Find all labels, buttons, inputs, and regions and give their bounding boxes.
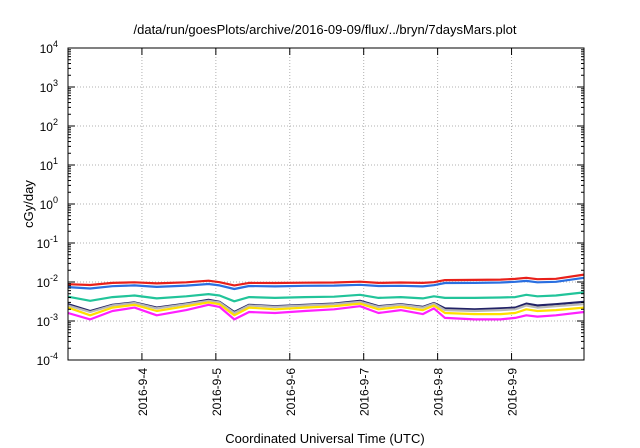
x-tick-label: 2016-9-6 — [284, 368, 298, 416]
y-axis-label: cGy/day — [21, 180, 36, 228]
series-line-3 — [67, 291, 585, 303]
x-tick-label: 2016-9-9 — [506, 368, 520, 416]
series-line-6 — [67, 301, 585, 317]
x-axis-label: Coordinated Universal Time (UTC) — [225, 431, 424, 446]
series-layer — [67, 273, 585, 321]
x-tick-label: 2016-9-4 — [136, 368, 150, 416]
y-tick-label: 101 — [40, 156, 58, 173]
y-axis: 10-4 10-3 10-2 10-1 100 101 102 103 104 — [37, 39, 584, 368]
y-tick-label: 10-1 — [37, 234, 58, 251]
series-line-2 — [67, 276, 585, 291]
y-tick-label: 104 — [40, 39, 58, 56]
series-line-5 — [67, 299, 585, 315]
y-tick-label: 100 — [40, 195, 58, 212]
x-axis: 2016-9-4 2016-9-5 2016-9-6 2016-9-7 2016-9-8… — [136, 48, 520, 416]
x-tick-label: 2016-9-8 — [432, 368, 446, 416]
y-tick-label: 10-3 — [37, 312, 58, 329]
y-tick-label: 10-4 — [37, 351, 58, 368]
y-tick-label: 102 — [40, 117, 58, 134]
x-tick-label: 2016-9-7 — [358, 368, 372, 416]
x-tick-label: 2016-9-5 — [210, 368, 224, 416]
series-line-7 — [67, 303, 585, 321]
y-tick-label: 10-2 — [37, 273, 58, 290]
chart-title: /data/run/goesPlots/archive/2016-09-09/f… — [134, 22, 517, 37]
series-line-1 — [67, 273, 585, 287]
y-tick-label: 103 — [40, 78, 58, 95]
